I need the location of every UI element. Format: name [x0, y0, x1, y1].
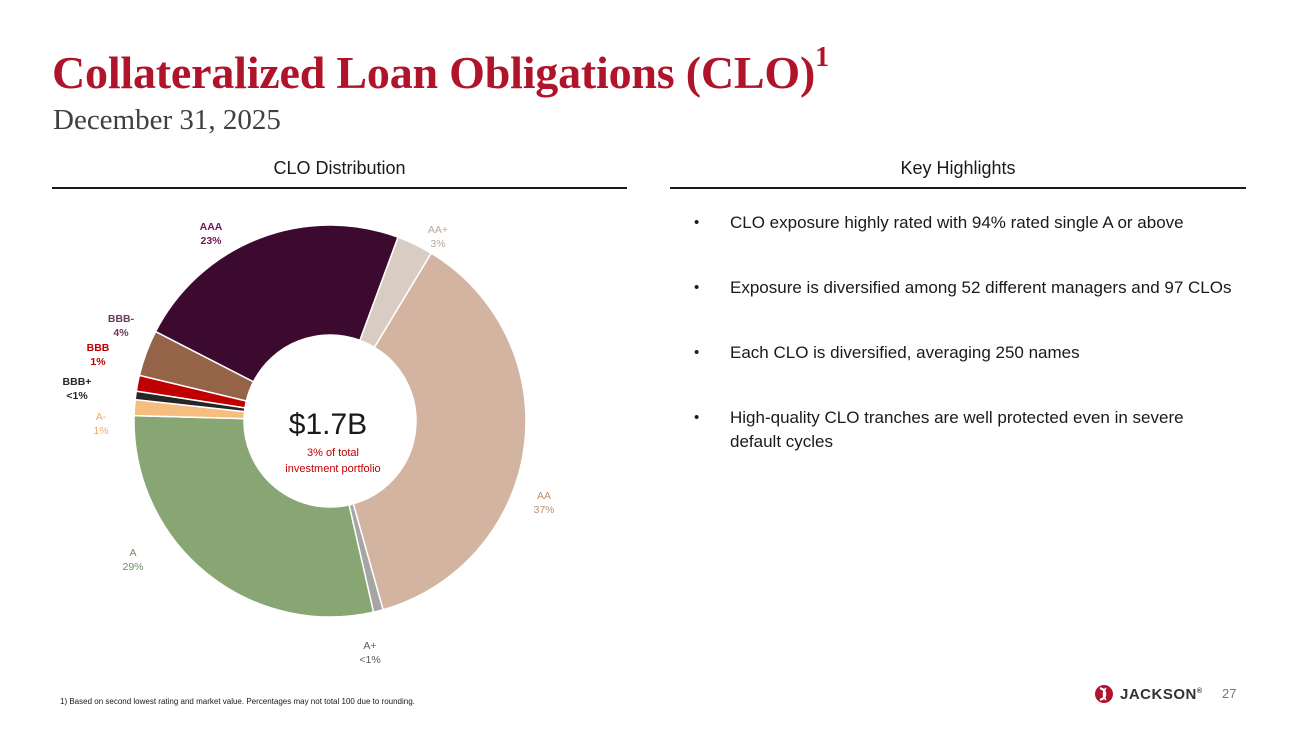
page-subtitle: December 31, 2025 — [53, 104, 281, 136]
slice-name: AA — [537, 490, 551, 502]
logo-registered-mark: ® — [1196, 687, 1203, 695]
page-number: 27 — [1222, 686, 1237, 701]
highlight-text: Exposure is diversified among 52 differe… — [730, 278, 1232, 297]
highlight-text: CLO exposure highly rated with 94% rated… — [730, 213, 1184, 232]
footnote: 1) Based on second lowest rating and mar… — [60, 697, 415, 706]
slice-name: A — [129, 547, 136, 559]
slice-percent: 1% — [90, 356, 106, 368]
slice-name: A+ — [363, 640, 376, 652]
page-title: Collateralized Loan Obligations (CLO)1 — [52, 42, 829, 99]
bullet-icon: • — [694, 279, 700, 296]
title-text: Collateralized Loan Obligations (CLO) — [52, 47, 816, 98]
slice-a — [133, 414, 375, 618]
slice-label-aa-plus: AA+ 3% — [428, 224, 448, 250]
slice-label-bbb-plus: BBB+ <1% — [63, 376, 92, 402]
slice-label-a-plus: A+ <1% — [359, 640, 380, 666]
slice-percent: 29% — [122, 561, 143, 573]
slice-name: BBB — [87, 342, 110, 354]
center-total-label: $1.7B — [289, 408, 367, 441]
slice-label-bbb: BBB 1% — [87, 342, 110, 368]
slice-label-bbb-minus: BBB- 4% — [108, 313, 135, 339]
highlight-item: • CLO exposure highly rated with 94% rate… — [694, 211, 1234, 235]
slice-percent: 1% — [93, 425, 108, 437]
highlights-list: • CLO exposure highly rated with 94% rate… — [694, 211, 1234, 495]
slice-label-a: A 29% — [122, 547, 143, 573]
center-sublabel-line2: investment portfolio — [285, 463, 380, 475]
center-sublabel-line1: 3% of total — [307, 447, 359, 459]
highlight-text: Each CLO is diversified, averaging 250 n… — [730, 343, 1080, 362]
key-highlights-heading: Key Highlights — [670, 158, 1246, 189]
slice-percent: <1% — [66, 390, 88, 402]
slice-percent: 3% — [430, 238, 445, 250]
slice-name: BBB- — [108, 313, 135, 325]
highlight-item: • Each CLO is diversified, averaging 250 … — [694, 341, 1234, 365]
jackson-logo-icon — [1095, 685, 1113, 703]
slice-name: BBB+ — [63, 376, 92, 388]
slice-name: AAA — [200, 221, 223, 233]
logo-text: JACKSON® — [1120, 686, 1203, 703]
slice-percent: 37% — [533, 504, 554, 516]
slice-label-aa: AA 37% — [533, 490, 554, 516]
slice-name: AA+ — [428, 224, 448, 236]
slice-aa — [352, 252, 527, 611]
bullet-icon: • — [694, 409, 700, 426]
highlight-text: High-quality CLO tranches are well prote… — [730, 408, 1184, 451]
slice-label-a-minus: A- 1% — [93, 411, 108, 437]
jackson-logo: JACKSON® — [1094, 684, 1203, 704]
title-footnote-marker: 1 — [815, 42, 829, 73]
slice-percent: <1% — [359, 654, 380, 666]
bullet-icon: • — [694, 214, 700, 231]
slice-label-aaa: AAA 23% — [200, 221, 223, 247]
highlight-item: • High-quality CLO tranches are well prot… — [694, 406, 1234, 454]
slice-name: A- — [96, 411, 107, 423]
logo-word: JACKSON — [1120, 685, 1197, 703]
bullet-icon: • — [694, 344, 700, 361]
slice-percent: 23% — [200, 235, 222, 247]
slice-percent: 4% — [113, 327, 129, 339]
clo-distribution-heading: CLO Distribution — [52, 158, 627, 189]
slice-aaa — [154, 224, 399, 383]
highlight-item: • Exposure is diversified among 52 differ… — [694, 276, 1234, 300]
clo-distribution-chart: AA+ 3% AA 37% A+ <1% A 29% A- 1% BBB+ <1% BBB 1% BBB- 4… — [63, 221, 555, 666]
